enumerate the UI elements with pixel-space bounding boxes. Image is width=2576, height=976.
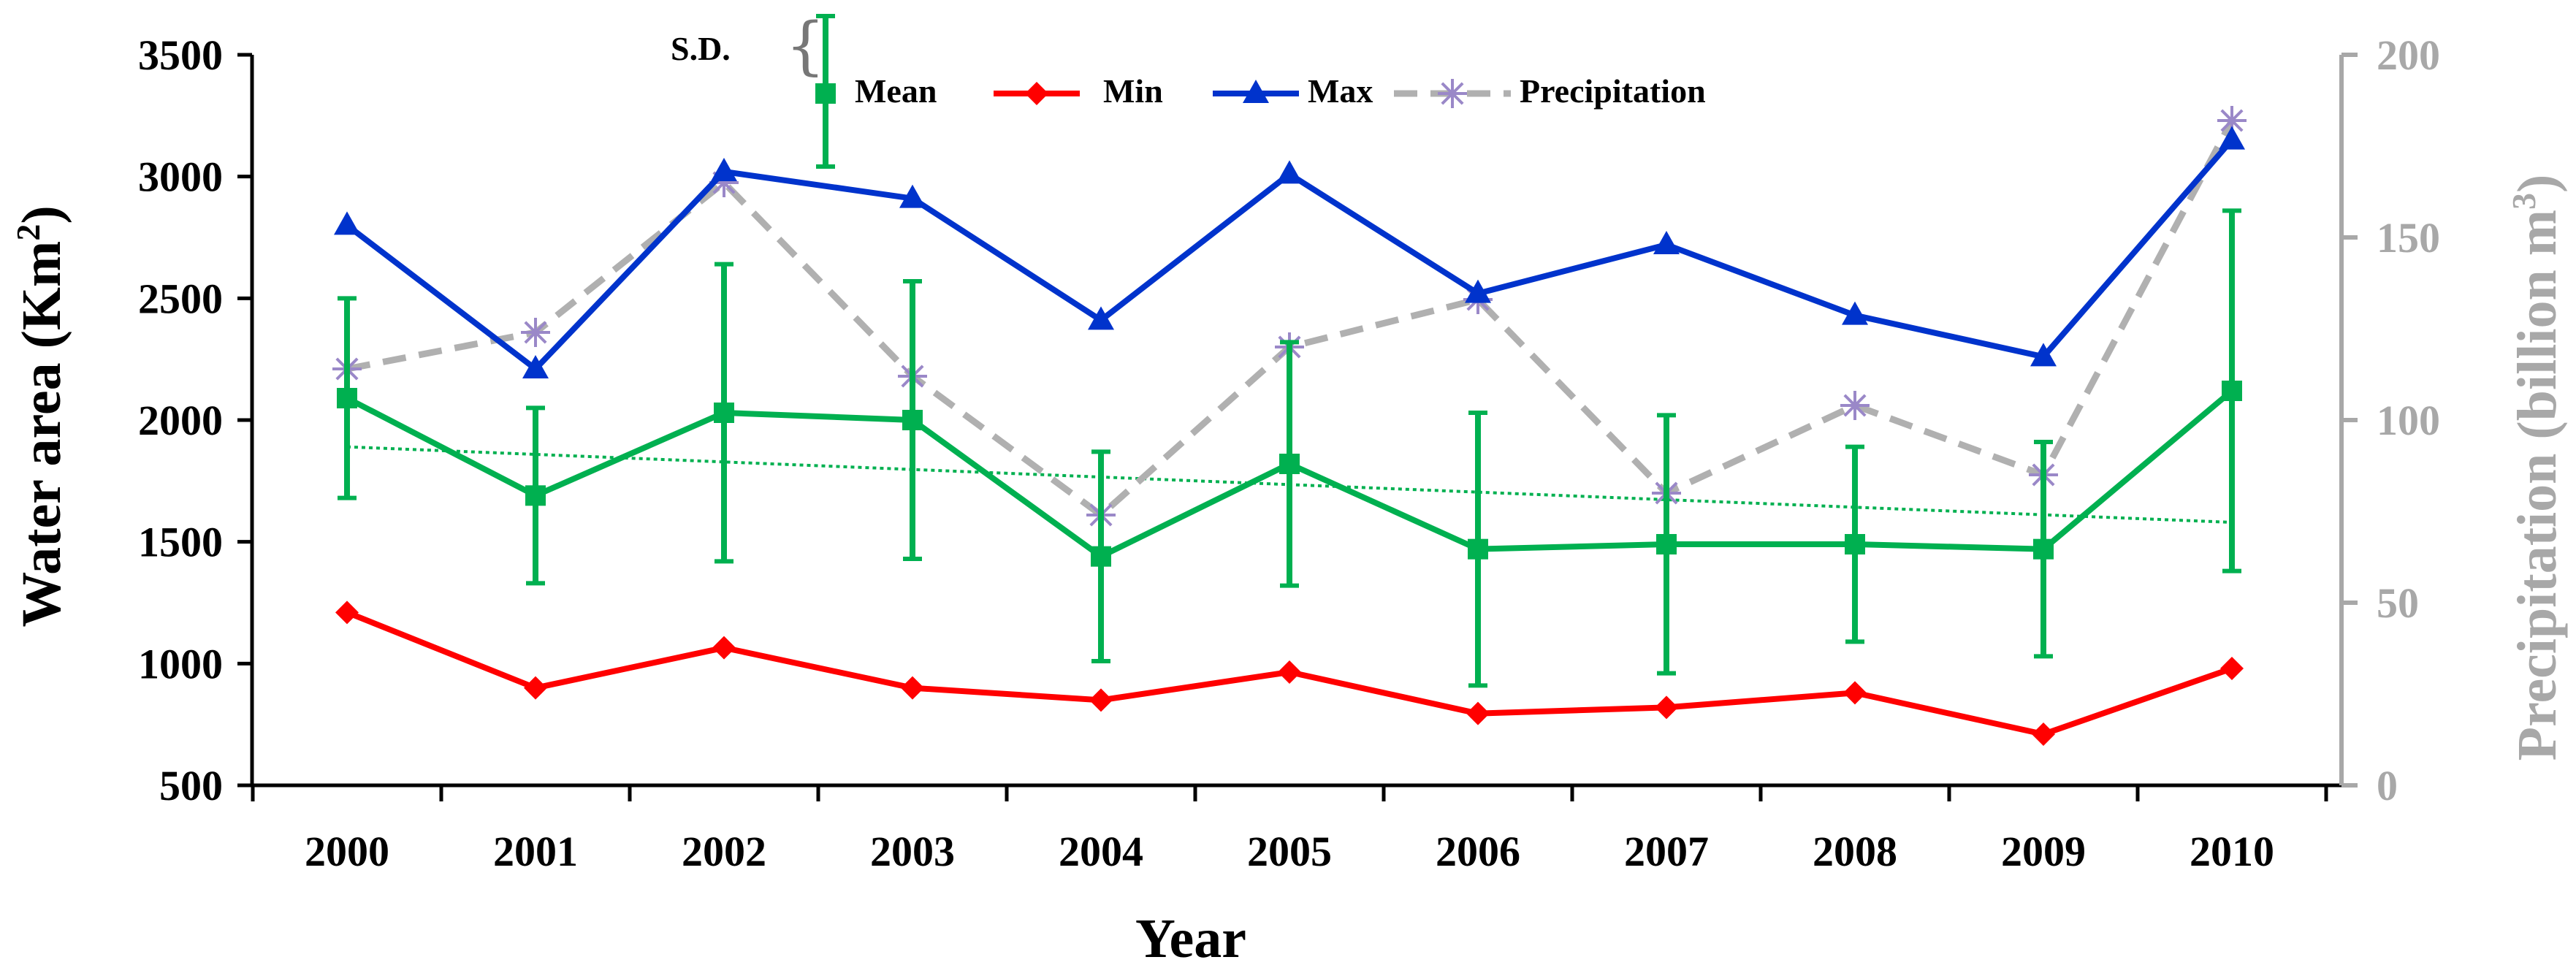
x-tick-label: 2000 bbox=[305, 828, 389, 875]
legend-sd-brace: { bbox=[785, 9, 826, 83]
max-point bbox=[334, 211, 360, 235]
min-point bbox=[335, 601, 359, 625]
y-tick-label: 1500 bbox=[138, 519, 223, 566]
max-point bbox=[899, 184, 926, 208]
y2-tick-label: 50 bbox=[2377, 579, 2419, 627]
max-point bbox=[1653, 231, 1680, 254]
y2-tick-label: 150 bbox=[2377, 214, 2440, 262]
mean-point bbox=[714, 403, 734, 423]
mean-point bbox=[1468, 538, 1488, 560]
min-point bbox=[524, 676, 547, 700]
max-point bbox=[711, 158, 737, 181]
max-point bbox=[1088, 306, 1114, 330]
min-point bbox=[2032, 723, 2055, 746]
min-point bbox=[712, 636, 736, 660]
max-point bbox=[1842, 301, 1868, 325]
mean-point bbox=[1091, 546, 1111, 567]
mean-point bbox=[525, 485, 546, 506]
max-point bbox=[2219, 126, 2245, 150]
legend-min-marker bbox=[1025, 82, 1048, 105]
mean-point bbox=[337, 388, 357, 408]
mean-point bbox=[1845, 534, 1865, 554]
min-point bbox=[1466, 701, 1490, 725]
legend-sd-label: S.D. bbox=[671, 30, 731, 67]
x-tick-label: 2002 bbox=[682, 828, 766, 875]
x-tick-label: 2007 bbox=[1624, 828, 1709, 875]
y2-tick-label: 0 bbox=[2377, 762, 2398, 809]
x-tick-label: 2010 bbox=[2190, 828, 2274, 875]
y-axis-title: Water area (Km2) bbox=[9, 205, 72, 627]
x-tick-label: 2009 bbox=[2001, 828, 2086, 875]
mean-point bbox=[2033, 538, 2054, 560]
mean-point bbox=[1656, 534, 1677, 554]
x-tick-label: 2006 bbox=[1436, 828, 1520, 875]
legend-precipitation-marker bbox=[1438, 79, 1467, 108]
legend-mean-marker bbox=[815, 83, 836, 104]
min-point bbox=[1843, 681, 1867, 705]
y-tick-label: 1000 bbox=[138, 640, 223, 687]
y-tick-label: 3500 bbox=[138, 31, 223, 79]
mean-point bbox=[902, 410, 923, 430]
legend: S.D. { Mean Min Max Precipitation bbox=[671, 9, 1706, 169]
min-point bbox=[2220, 657, 2244, 680]
mean-point bbox=[2222, 381, 2242, 401]
legend-max-label: Max bbox=[1308, 72, 1373, 110]
precipitation-point bbox=[1840, 391, 1870, 420]
legend-mean-label: Mean bbox=[855, 72, 937, 110]
y2-tick-label: 100 bbox=[2377, 397, 2440, 444]
y-tick-label: 2500 bbox=[138, 275, 223, 322]
min-point bbox=[1278, 660, 1301, 684]
y2-axis-title: Precipitation (billion m3) bbox=[2505, 175, 2568, 761]
y-tick-label: 500 bbox=[159, 762, 223, 809]
legend-precipitation-label: Precipitation bbox=[1520, 72, 1706, 110]
legend-min-label: Min bbox=[1103, 72, 1163, 110]
x-tick-label: 2003 bbox=[870, 828, 955, 875]
max-point bbox=[2030, 343, 2057, 367]
x-axis-title: Year bbox=[1135, 908, 1246, 969]
min-point bbox=[901, 676, 924, 700]
min-point bbox=[1655, 695, 1678, 720]
legend-max-marker bbox=[1243, 80, 1269, 103]
x-tick-label: 2008 bbox=[1813, 828, 1897, 875]
precipitation-point bbox=[521, 318, 550, 347]
max-point bbox=[522, 355, 549, 378]
y-tick-label: 3000 bbox=[138, 153, 223, 201]
max-point bbox=[1465, 279, 1491, 303]
max-point bbox=[1276, 160, 1303, 184]
y-tick-label: 2000 bbox=[138, 397, 223, 444]
y2-tick-label: 200 bbox=[2377, 31, 2440, 79]
min-point bbox=[1089, 688, 1113, 712]
x-tick-label: 2004 bbox=[1059, 828, 1143, 875]
x-tick-label: 2005 bbox=[1247, 828, 1332, 875]
x-tick-label: 2001 bbox=[493, 828, 578, 875]
mean-point bbox=[1279, 454, 1300, 474]
